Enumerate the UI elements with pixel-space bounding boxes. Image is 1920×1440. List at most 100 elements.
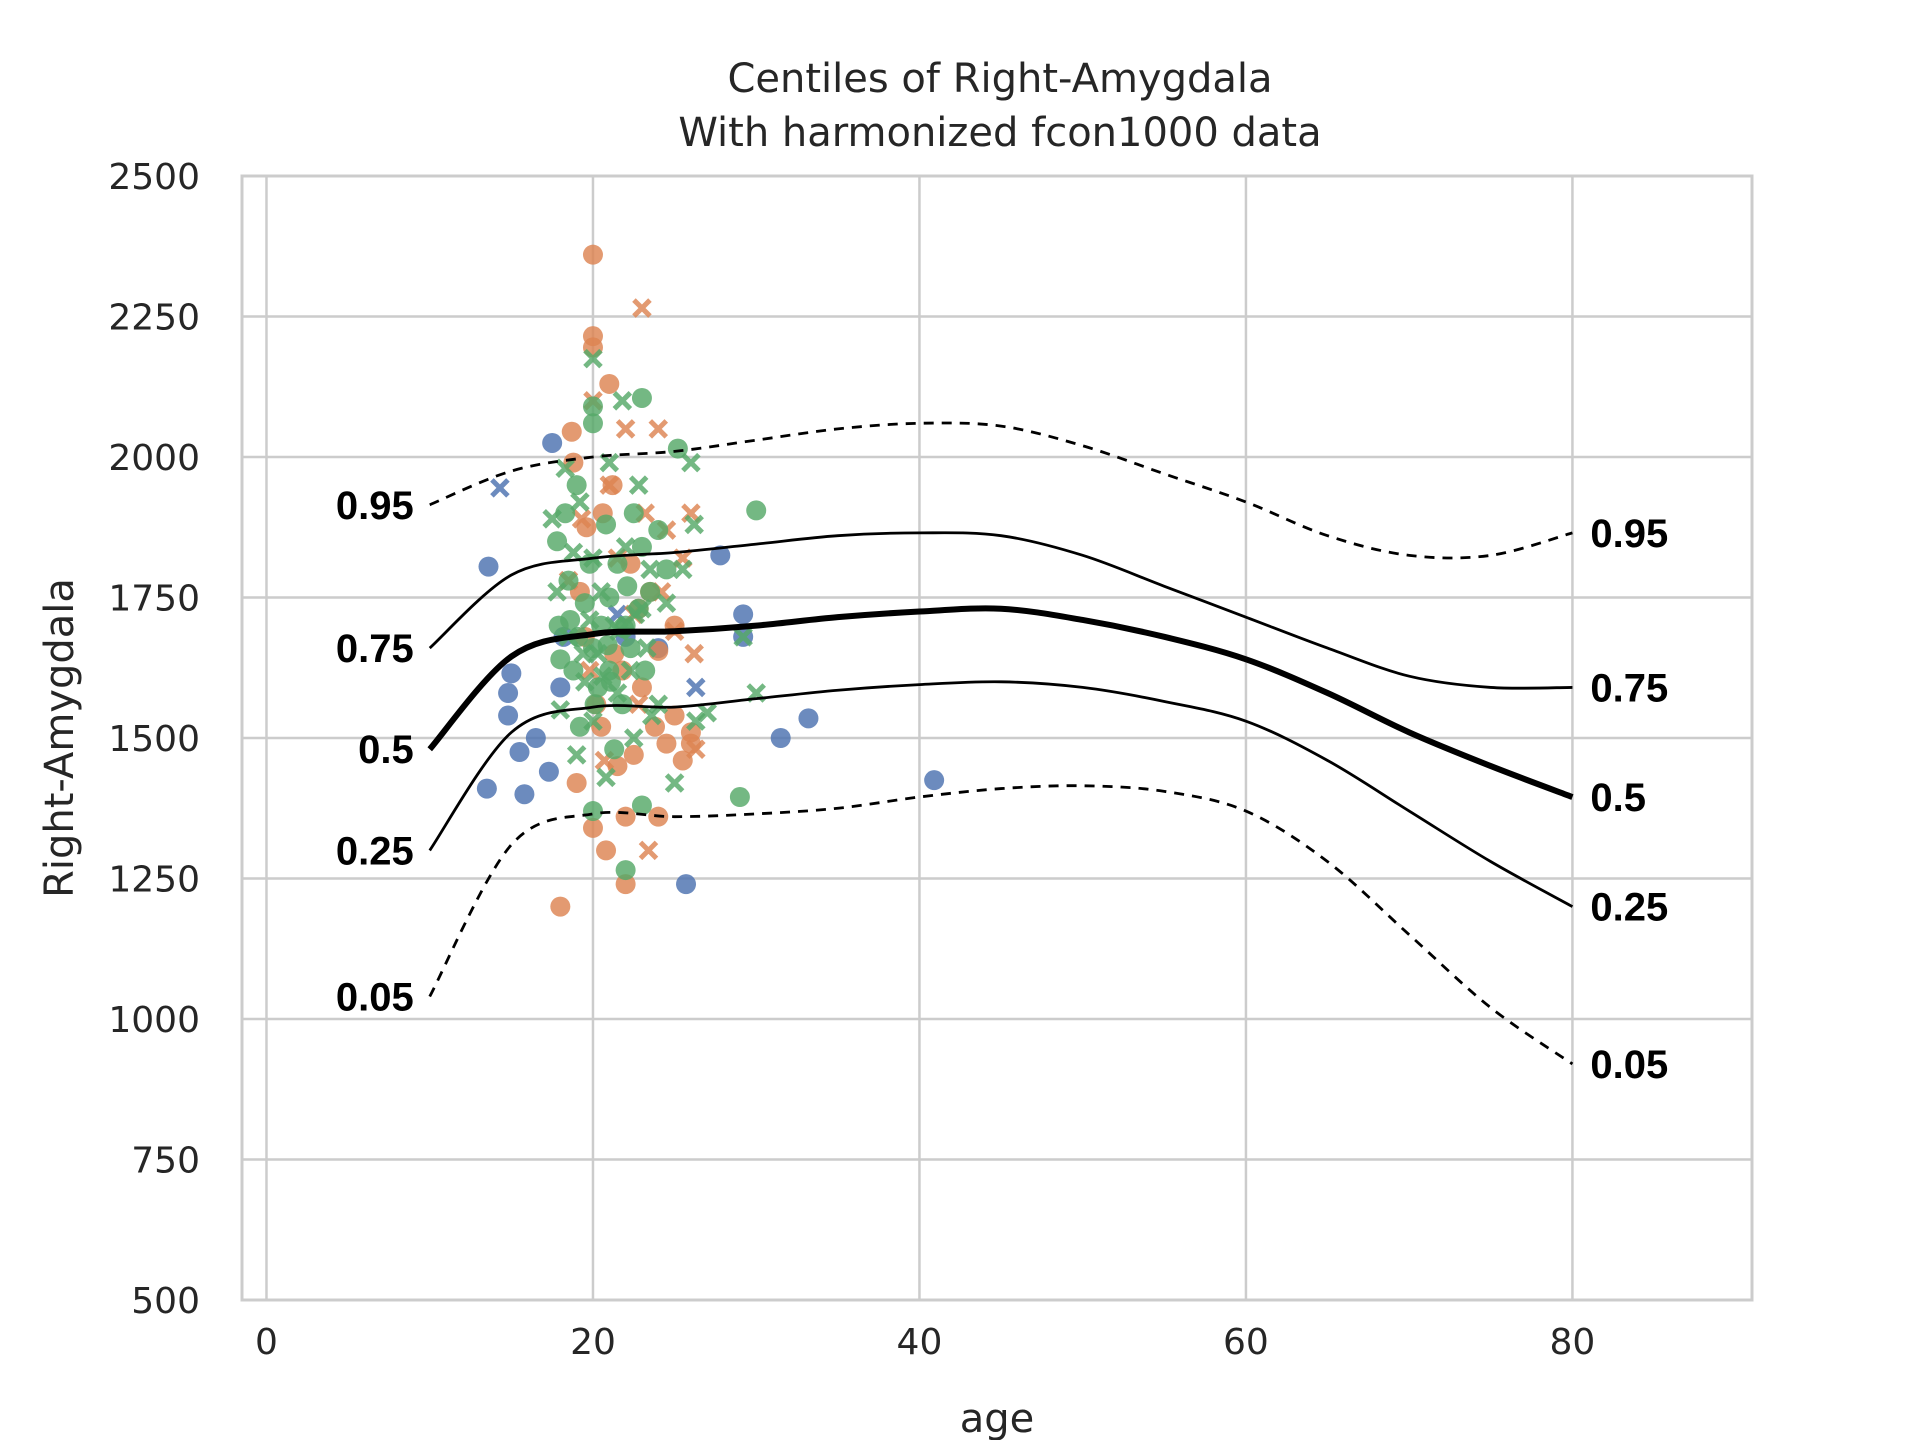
scatter-point xyxy=(584,694,605,715)
scatter-point-x xyxy=(648,694,669,715)
y-tick-label: 500 xyxy=(131,1281,200,1322)
scatter-point-x xyxy=(648,419,669,439)
scatter-point-x xyxy=(697,702,718,723)
centile-label-left: 0.05 xyxy=(336,976,414,1020)
scatter-point xyxy=(676,874,697,895)
y-tick-label: 2500 xyxy=(108,157,200,198)
scatter-point-x xyxy=(588,643,608,664)
scatter-point-x xyxy=(684,514,704,535)
scatter-point-x xyxy=(615,419,636,439)
scatter-point xyxy=(514,784,535,805)
scatter-point xyxy=(615,806,636,827)
scatter-point xyxy=(729,787,750,808)
scatter-point-x xyxy=(615,537,636,557)
scatter-point xyxy=(623,503,644,524)
centile-labels: 0.95 0.95 0.75 0.75 0.5 0.5 0.25 0.25 0.05 0.05 xyxy=(336,484,1668,1087)
scatter-point xyxy=(770,728,791,748)
scatter-point xyxy=(620,638,641,659)
scatter-point-x xyxy=(620,660,641,681)
scatter-point xyxy=(498,683,519,704)
centile-label-left: 0.25 xyxy=(336,829,414,873)
scatter-point xyxy=(566,772,587,793)
x-axis-label: age xyxy=(960,1396,1035,1440)
scatter-point xyxy=(640,581,661,602)
y-tick-label: 2250 xyxy=(108,298,200,339)
scatter-point xyxy=(631,387,652,408)
scatter-point-x xyxy=(628,475,649,495)
scatter-point xyxy=(550,896,571,917)
scatter-point-x xyxy=(583,348,603,369)
centile-curve-0-05 xyxy=(428,784,1574,1066)
scatter-point-x xyxy=(638,840,659,861)
scatter-point xyxy=(798,708,819,729)
scatter-points xyxy=(476,244,945,917)
scatter-point xyxy=(501,663,522,684)
scatter-point xyxy=(607,553,628,574)
scatter-point xyxy=(631,677,652,698)
scatter-point-x xyxy=(555,458,575,479)
scatter-point-x xyxy=(664,773,685,793)
scatter-point xyxy=(509,742,530,763)
y-axis-ticks: 500 750 1000 1250 1500 1750 2000 2250 2500 xyxy=(108,157,200,1322)
scatter-point xyxy=(615,860,636,881)
x-tick-label: 40 xyxy=(897,1322,943,1363)
scatter-point-x xyxy=(632,298,652,318)
scatter-point-x xyxy=(625,604,646,625)
plot-frame xyxy=(240,174,1754,1302)
scatter-point-x xyxy=(547,582,567,602)
scatter-point xyxy=(525,728,546,748)
scatter-point-x xyxy=(563,542,584,563)
scatter-point xyxy=(615,874,636,895)
scatter-point-x xyxy=(684,643,704,664)
scatter-point xyxy=(680,722,701,743)
chart-title: Centiles of Right-Amygdala xyxy=(727,56,1272,102)
scatter-point-x xyxy=(672,559,693,580)
scatter-point xyxy=(561,421,582,442)
scatter-point xyxy=(656,733,677,754)
y-axis-label: Right-Amygdala xyxy=(37,578,83,898)
scatter-point xyxy=(582,244,603,265)
scatter-point xyxy=(710,545,731,566)
scatter-point xyxy=(547,531,568,552)
scatter-point-x xyxy=(579,610,600,630)
centile-curve-0-5 xyxy=(427,605,1574,800)
scatter-point xyxy=(746,500,767,521)
scatter-point xyxy=(498,705,519,726)
scatter-point-x xyxy=(637,638,657,658)
scatter-point xyxy=(560,609,581,630)
scatter-point xyxy=(582,396,603,417)
scatter-point xyxy=(667,438,688,459)
x-tick-label: 20 xyxy=(570,1322,616,1363)
y-tick-label: 1250 xyxy=(108,860,200,901)
scatter-point-x xyxy=(681,452,701,473)
scatter-point-x xyxy=(542,509,562,529)
scatter-point xyxy=(478,556,499,577)
scatter-point-x xyxy=(583,711,603,731)
scatter-point-x xyxy=(591,582,611,602)
y-tick-label: 1750 xyxy=(108,579,200,620)
scatter-point xyxy=(582,817,603,838)
scatter-point-x xyxy=(686,677,706,698)
scatter-point-x xyxy=(599,452,620,473)
scatter-point-x xyxy=(566,745,587,765)
centile-label-left: 0.75 xyxy=(336,627,414,671)
scatter-point xyxy=(582,413,603,434)
x-tick-label: 80 xyxy=(1550,1322,1596,1363)
scatter-point xyxy=(596,514,617,535)
y-tick-label: 750 xyxy=(131,1141,200,1182)
scatter-point xyxy=(538,761,559,782)
scatter-point xyxy=(550,677,571,698)
centile-curve-0-75 xyxy=(428,531,1573,690)
scatter-point xyxy=(664,705,685,726)
scatter-point-x xyxy=(607,683,628,703)
scatter-point xyxy=(635,660,656,681)
scatter-point-x xyxy=(571,509,592,529)
scatter-point xyxy=(604,739,625,760)
scatter-point xyxy=(550,649,571,670)
x-tick-label: 60 xyxy=(1223,1322,1269,1363)
scatter-point-x xyxy=(640,559,660,580)
scatter-point-x xyxy=(579,660,600,681)
scatter-point xyxy=(617,576,638,597)
centile-curve-0-25 xyxy=(428,680,1574,908)
scatter-point-x xyxy=(490,478,510,498)
